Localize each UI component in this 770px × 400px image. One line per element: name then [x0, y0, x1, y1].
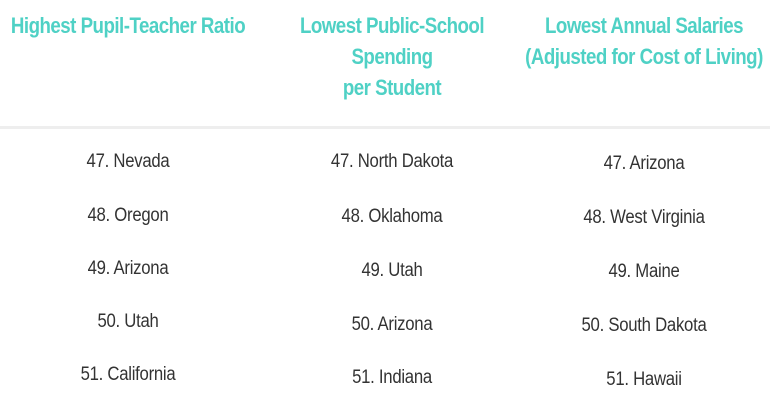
list-item: 48. Oklahoma: [341, 206, 443, 227]
list-item: 50. Utah: [97, 311, 159, 332]
list-annual-salaries: 47. Arizona 48. West Virginia 49. Maine …: [518, 129, 770, 400]
list-item: 51. Hawaii: [606, 369, 682, 390]
list-pupil-teacher-ratio: 47. Nevada 48. Oregon 49. Arizona 50. Ut…: [0, 129, 256, 400]
list-item: 49. Maine: [608, 261, 680, 282]
list-school-spending: 47. North Dakota 48. Oklahoma 49. Utah 5…: [256, 129, 528, 400]
column-title-pupil-teacher-ratio: Highest Pupil-Teacher Ratio: [10, 13, 246, 38]
list-item: 51. California: [80, 364, 176, 385]
column-title-school-spending: Lowest Public-School Spending per Studen…: [299, 13, 485, 100]
list-item: 48. West Virginia: [583, 207, 705, 228]
list-item: 50. Arizona: [351, 314, 433, 335]
header-divider: [0, 126, 770, 129]
list-item: 47. Arizona: [603, 153, 685, 174]
list-item: 47. North Dakota: [330, 151, 454, 172]
column-title-annual-salaries: Lowest Annual Salaries (Adjusted for Cos…: [525, 13, 763, 69]
list-item: 49. Utah: [361, 260, 423, 281]
list-item: 48. Oregon: [87, 205, 169, 226]
list-item: 49. Arizona: [87, 258, 169, 279]
list-item: 50. South Dakota: [581, 315, 707, 336]
list-item: 51. Indiana: [352, 367, 432, 388]
header-row: Highest Pupil-Teacher Ratio Lowest Publi…: [0, 0, 770, 126]
list-item: 47. Nevada: [86, 151, 170, 172]
